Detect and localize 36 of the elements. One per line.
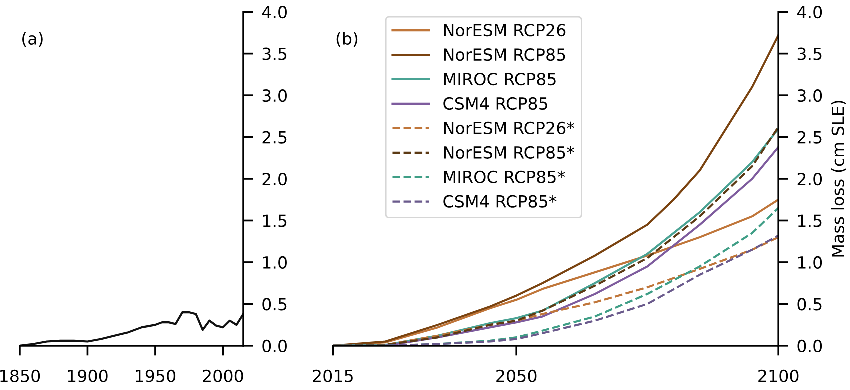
- x-tick-label: 2000: [203, 370, 244, 382]
- y-tick-label: 2.5: [798, 131, 822, 144]
- x-tick-label: 1900: [68, 370, 108, 382]
- y-tick-label: 4.0: [797, 6, 822, 19]
- y-tick-label: 0.0: [798, 340, 822, 352]
- x-tick-label: 1850: [0, 370, 40, 382]
- y-tick-label: 1.0: [798, 256, 822, 270]
- y-tick-label: 2.0: [798, 172, 822, 186]
- y-axis-title: Mass loss (cm SLE): [831, 101, 846, 257]
- y-tick-label: 1.5: [263, 214, 287, 228]
- x-tick-label: 2050: [496, 370, 537, 382]
- y-tick-label: 4.0: [262, 6, 287, 19]
- text: (b): [336, 32, 358, 47]
- legend-label: MIROC RCP85*: [444, 170, 566, 184]
- x-tick-label: 1950: [136, 370, 176, 382]
- y-tick-label: 0.5: [798, 298, 822, 311]
- y-tick-label: 0.5: [262, 298, 287, 311]
- legend-label: NorESM RCP26: [444, 24, 566, 37]
- legend-label: NorESM RCP85: [444, 48, 566, 62]
- y-tick-label: 3.0: [798, 90, 822, 102]
- x-tick-label: 2100: [758, 370, 799, 382]
- x-tick-label: 2015: [313, 370, 353, 382]
- y-tick-label: 0.0: [262, 340, 287, 352]
- legend-label: NorESM RCP26*: [444, 122, 575, 135]
- y-tick-label: 1.5: [798, 214, 822, 228]
- text: (a): [22, 32, 43, 47]
- legend-label: CSM4 RCP85*: [444, 195, 557, 208]
- y-tick-label: 1.0: [263, 256, 287, 270]
- y-tick-label: 2.0: [262, 172, 287, 186]
- y-tick-label: 2.5: [262, 131, 287, 144]
- y-tick-label: 3.5: [798, 48, 822, 60]
- legend-label: NorESM RCP85*: [444, 146, 575, 159]
- y-tick-label: 3.5: [262, 48, 287, 60]
- legend-label: CSM4 RCP85: [444, 97, 548, 110]
- legend-label: MIROC RCP85: [444, 72, 556, 86]
- y-tick-label: 3.0: [262, 90, 287, 102]
